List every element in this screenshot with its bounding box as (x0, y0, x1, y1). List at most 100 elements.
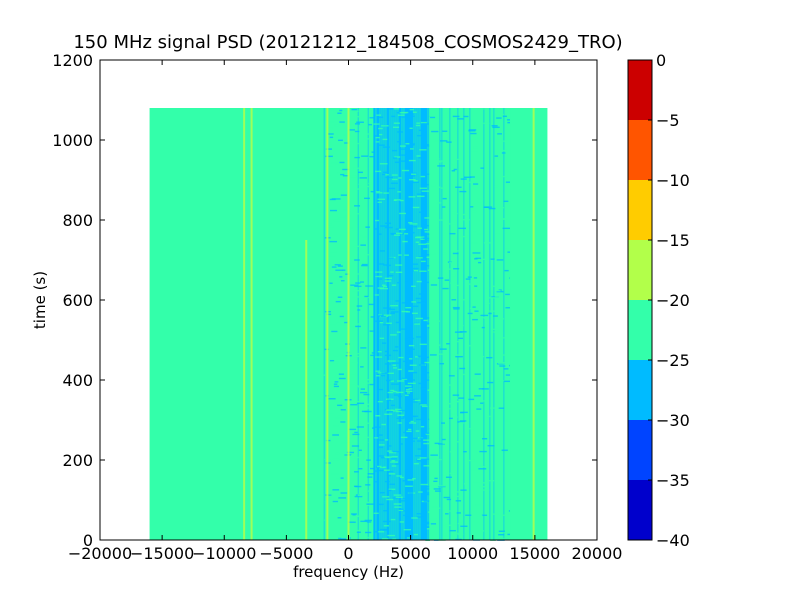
heatmap-speckle (338, 537, 342, 540)
heatmap-speckle (455, 186, 462, 188)
heatmap-speckle (401, 302, 406, 304)
heatmap-speckle (331, 473, 339, 475)
heatmap-speckle (425, 173, 432, 175)
heatmap-speckle (458, 227, 466, 230)
heatmap-speckle (481, 438, 488, 440)
heatmap-speckle (441, 438, 446, 441)
heatmap-speckle (503, 200, 509, 203)
heatmap-speckle (369, 501, 376, 503)
heatmap-speckle (408, 149, 413, 152)
heatmap-speckle (499, 514, 506, 516)
heatmap-streak (401, 108, 403, 540)
heatmap-speckle (496, 117, 502, 119)
heatmap-speckle (379, 374, 386, 377)
heatmap-speckle (402, 480, 409, 482)
heatmap-speckle (399, 212, 406, 215)
heatmap-speckle (379, 133, 383, 136)
heatmap-speckle (352, 433, 360, 436)
heatmap-speckle (365, 285, 374, 287)
colorbar-segment (628, 240, 652, 300)
heatmap-speckle (496, 259, 504, 261)
heatmap-speckle (384, 354, 392, 357)
heatmap-speckle (488, 480, 495, 482)
heatmap-speckle (475, 257, 482, 260)
heatmap-speckle (340, 403, 347, 405)
heatmap-speckle (344, 321, 348, 324)
heatmap-speckle (389, 483, 395, 485)
heatmap-texture (430, 108, 518, 541)
heatmap-speckle (422, 523, 431, 525)
heatmap-speckle (354, 259, 360, 261)
heatmap-speckle (390, 410, 398, 412)
heatmap-speckle (364, 295, 369, 298)
heatmap-speckle (476, 413, 482, 415)
heatmap-speckle (498, 534, 505, 536)
heatmap-speckle (331, 330, 338, 333)
heatmap-speckle (337, 261, 345, 263)
heatmap-speckle (473, 481, 480, 483)
heatmap-speckle (399, 148, 406, 150)
heatmap-speckle (404, 385, 412, 387)
heatmap-speckle (391, 362, 399, 364)
heatmap-speckle (402, 416, 409, 418)
heatmap-speckle (463, 450, 467, 453)
heatmap-speckle (398, 356, 404, 359)
heatmap-speckle (367, 490, 376, 492)
heatmap-speckle (490, 258, 495, 260)
heatmap-speckle (407, 337, 414, 340)
heatmap-speckle (369, 330, 374, 332)
heatmap-speckle (390, 182, 398, 184)
heatmap-speckle (453, 250, 459, 252)
heatmap-speckle (355, 401, 363, 403)
heatmap-speckle (498, 362, 504, 364)
heatmap-speckle (386, 474, 391, 477)
heatmap-streak (379, 108, 381, 540)
heatmap-speckle (421, 190, 429, 192)
heatmap-streak (323, 108, 325, 540)
heatmap-speckle (486, 356, 493, 359)
heatmap-speckle (435, 320, 441, 322)
heatmap-speckle (434, 442, 440, 445)
heatmap-speckle (394, 408, 402, 411)
heatmap-speckle (411, 517, 418, 519)
heatmap-speckle (380, 225, 388, 227)
heatmap-speckle (393, 367, 397, 369)
heatmap-speckle (361, 155, 369, 157)
heatmap-speckle (409, 379, 415, 381)
heatmap-speckle (414, 323, 421, 325)
heatmap-speckle (375, 356, 383, 358)
heatmap-speckle (467, 345, 471, 347)
heatmap-speckle (421, 232, 427, 234)
heatmap-speckle (397, 422, 402, 424)
heatmap-speckle (435, 344, 441, 346)
heatmap-speckle (365, 484, 371, 486)
heatmap-speckle (407, 143, 415, 145)
heatmap-speckle (410, 371, 418, 374)
heatmap-speckle (494, 185, 499, 188)
heatmap-speckle (397, 131, 403, 133)
heatmap-speckle (488, 312, 492, 315)
heatmap-speckle (401, 378, 408, 380)
heatmap-speckle (327, 186, 331, 188)
heatmap-speckle (348, 435, 354, 437)
heatmap-speckle (333, 425, 339, 427)
heatmap-speckle (339, 121, 345, 123)
heatmap-speckle (364, 410, 372, 413)
heatmap-speckle (442, 206, 446, 208)
heatmap-speckle (399, 476, 404, 479)
heatmap-speckle (329, 136, 334, 139)
heatmap-speckle (405, 354, 413, 356)
heatmap-speckle (378, 144, 385, 146)
heatmap-speckle (386, 372, 394, 375)
heatmap-speckle (379, 163, 388, 165)
heatmap-speckle (403, 233, 409, 235)
heatmap-speckle (442, 252, 447, 255)
heatmap-speckle (397, 191, 401, 193)
heatmap-speckle (396, 475, 402, 477)
heatmap-speckle (358, 183, 363, 186)
heatmap-speckle (361, 263, 368, 266)
heatmap-speckle (403, 230, 412, 233)
heatmap-speckle (426, 265, 431, 267)
heatmap-speckle (411, 440, 415, 442)
heatmap-speckle (332, 362, 338, 364)
